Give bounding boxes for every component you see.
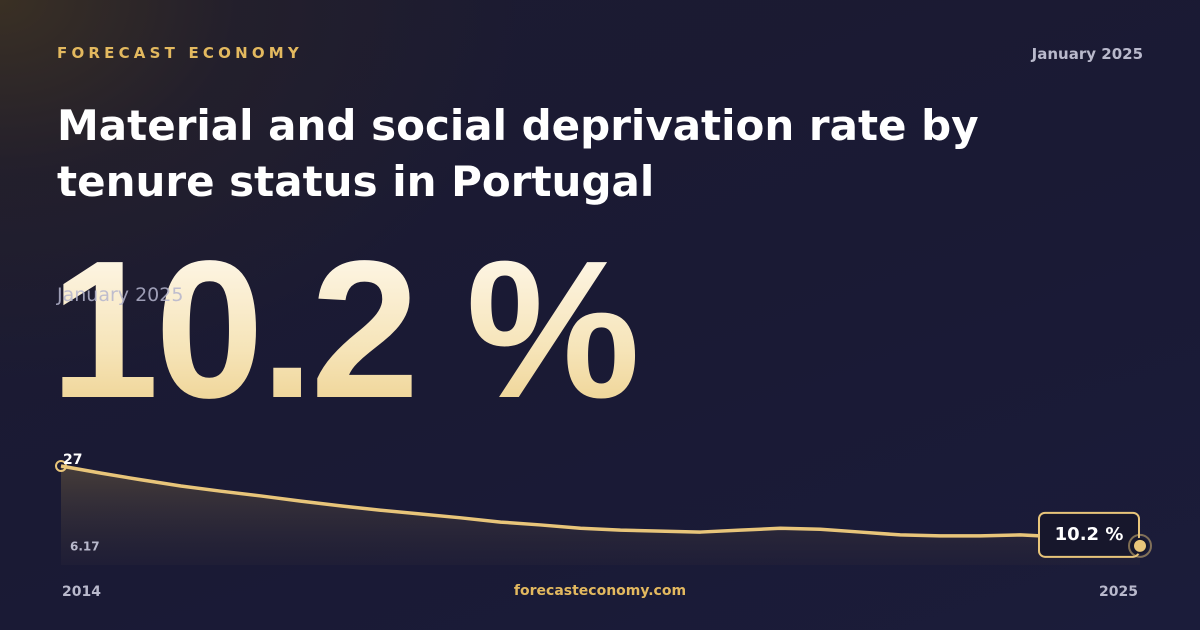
headline-value: 10.2 % <box>50 220 640 439</box>
x-tick-label: 2025 <box>1099 584 1138 600</box>
area <box>61 466 1140 565</box>
line <box>60 464 1141 548</box>
y-tick-label: 27 <box>63 452 82 468</box>
footer: forecasteconomy.com <box>513 583 687 599</box>
end-ring <box>1128 533 1152 558</box>
headline-date: January 2025 <box>57 284 184 306</box>
y-tick-label: 6.17 <box>70 540 100 554</box>
end-point <box>1132 537 1148 554</box>
date: January 2025 <box>1031 45 1143 63</box>
title: Material and social deprivation rate by … <box>57 101 979 206</box>
start-point <box>55 460 67 472</box>
brand: FORECAST ECONOMY <box>57 44 303 62</box>
x-tick-label: 2014 <box>62 584 101 600</box>
value-label: 10.2 % <box>1055 524 1124 545</box>
